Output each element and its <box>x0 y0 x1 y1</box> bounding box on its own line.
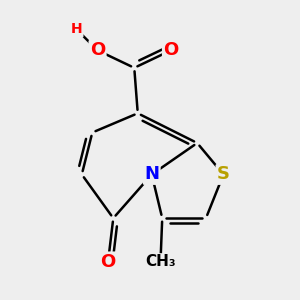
Text: O: O <box>100 253 116 271</box>
Text: O: O <box>164 41 178 59</box>
Text: O: O <box>90 41 105 59</box>
Text: H: H <box>71 22 82 36</box>
Text: CH₃: CH₃ <box>145 254 176 269</box>
Text: S: S <box>217 166 230 184</box>
Text: N: N <box>144 166 159 184</box>
